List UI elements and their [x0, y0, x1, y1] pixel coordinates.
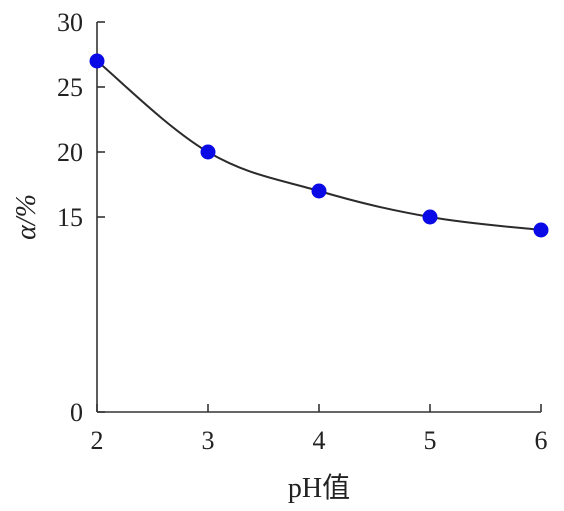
series-line — [96, 60, 542, 231]
x-ticks: 2 3 4 5 6 — [91, 404, 548, 455]
data-point — [311, 183, 327, 199]
x-tick-label: 4 — [313, 426, 326, 455]
x-tick-label: 3 — [202, 426, 215, 455]
series-group — [96, 60, 542, 231]
data-point — [89, 53, 105, 69]
x-axis-title: pH值 — [288, 472, 350, 504]
markers — [89, 53, 549, 238]
data-point — [533, 222, 549, 238]
x-tick-label: 5 — [424, 426, 437, 455]
y-tick-label: 25 — [57, 73, 83, 102]
y-tick-label: 30 — [57, 8, 83, 37]
y-tick-label: 15 — [57, 203, 83, 232]
y-tick-label: 0 — [70, 398, 83, 427]
y-axis-title: α/% — [11, 194, 42, 240]
data-point — [200, 144, 216, 160]
y-tick-label: 20 — [57, 138, 83, 167]
y-ticks: 0 15 20 25 30 — [57, 8, 105, 427]
x-tick-label: 2 — [91, 426, 104, 455]
axes — [96, 22, 541, 413]
data-point — [422, 209, 438, 225]
x-tick-label: 6 — [535, 426, 548, 455]
